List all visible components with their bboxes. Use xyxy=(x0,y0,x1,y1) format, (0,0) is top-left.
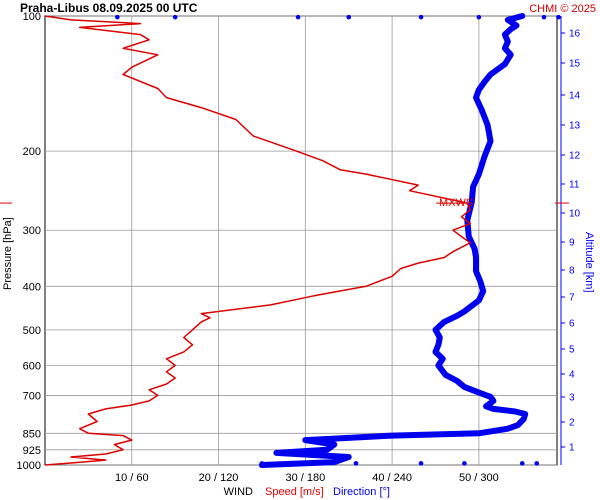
copyright-label: CHMI © 2025 xyxy=(529,3,596,15)
altitude-tick-label: 14 xyxy=(569,91,581,102)
wind-tick-label: 40 / 240 xyxy=(372,472,412,484)
x-axis-label: WIND xyxy=(224,486,253,498)
wind-tick-label: 20 / 120 xyxy=(199,472,239,484)
direction-top-point xyxy=(541,14,547,20)
altitude-tick-label: 15 xyxy=(569,59,581,70)
direction-surface-point xyxy=(534,461,540,466)
pressure-tick-label: 700 xyxy=(23,390,41,402)
altitude-tick-label: 10 xyxy=(569,209,581,220)
direction-top-point xyxy=(295,14,301,20)
wind-tick-label: 50 / 300 xyxy=(459,472,499,484)
speed-axis-label: Speed [m/s] xyxy=(265,486,324,498)
wind-tick-label: 30 / 180 xyxy=(285,472,325,484)
wind-tick-label: 10 / 60 xyxy=(115,472,149,484)
altitude-tick-label: 3 xyxy=(569,393,575,404)
pressure-tick-label: 100 xyxy=(23,11,41,23)
altitude-tick-label: 1 xyxy=(569,443,575,454)
pressure-tick-label: 400 xyxy=(23,281,41,293)
pressure-tick-label: 850 xyxy=(23,428,41,440)
altitude-tick-label: 12 xyxy=(569,151,581,162)
altitude-tick-label: 13 xyxy=(569,121,581,132)
altitude-tick-label: 16 xyxy=(569,29,581,40)
direction-surface-point xyxy=(418,461,424,466)
direction-top-point xyxy=(476,14,482,20)
pressure-tick-label: 925 xyxy=(23,445,41,457)
direction-top-point xyxy=(418,14,424,20)
speed-series-line xyxy=(44,15,471,466)
pressure-axis-label: Pressure [hPa] xyxy=(2,217,14,290)
direction-series-line xyxy=(258,13,529,468)
pressure-tick-label: 300 xyxy=(23,225,41,237)
altitude-tick-label: 8 xyxy=(569,266,575,277)
chart-title: Praha-Libus 08.09.2025 00 UTC xyxy=(20,1,198,15)
direction-top-point xyxy=(172,14,178,20)
direction-surface-point xyxy=(353,461,359,466)
altitude-tick-label: 6 xyxy=(569,319,575,330)
direction-axis-label: Direction [°] xyxy=(333,486,390,498)
direction-top-point xyxy=(115,14,120,20)
direction-top-point xyxy=(346,14,352,20)
pressure-tick-label: 1000 xyxy=(17,460,41,472)
mxws-annotation: MXWS xyxy=(439,197,473,209)
altitude-tick-label: 5 xyxy=(569,345,575,356)
data-marks-layer xyxy=(0,13,569,468)
pressure-tick-label: 600 xyxy=(23,360,41,372)
altitude-tick-label: 9 xyxy=(569,238,575,249)
direction-surface-point xyxy=(259,461,265,466)
altitude-axis-label: Altitude [km] xyxy=(583,232,595,293)
altitude-tick-label: 7 xyxy=(569,293,575,304)
direction-surface-point xyxy=(519,461,525,466)
altitude-tick-label: 4 xyxy=(569,370,575,381)
pressure-tick-label: 200 xyxy=(23,146,41,158)
direction-surface-point xyxy=(303,461,308,466)
altitude-tick-label: 2 xyxy=(569,418,575,429)
direction-surface-point xyxy=(462,461,467,466)
pressure-tick-label: 500 xyxy=(23,325,41,337)
direction-top-point xyxy=(556,14,561,20)
altitude-tick-label: 11 xyxy=(569,180,580,191)
